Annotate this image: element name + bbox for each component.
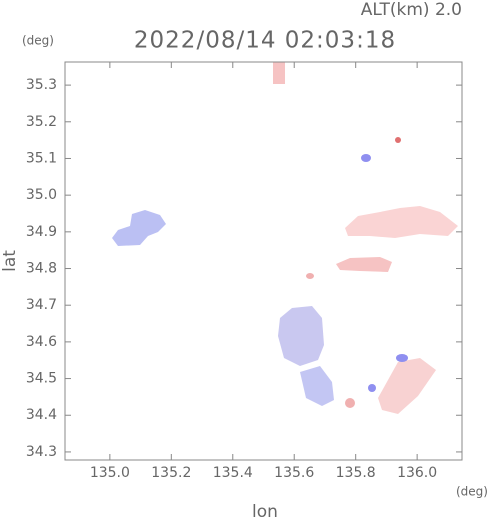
y-tick-label: 34.8 (26, 261, 57, 277)
echo (396, 354, 408, 362)
y-tick-label: 34.3 (26, 444, 57, 460)
y-tick-label: 35.1 (26, 150, 57, 166)
echo (336, 257, 392, 272)
y-tick-label: 35.3 (26, 77, 57, 93)
x-unit: (deg) (456, 485, 488, 499)
echo (395, 137, 401, 143)
plot-frame (64, 61, 463, 461)
echo (378, 358, 436, 414)
chart-title: 2022/08/14 02:03:18 (134, 28, 396, 54)
y-tick-label: 35.0 (26, 187, 57, 203)
echo (361, 154, 371, 162)
y-tick-label: 34.9 (26, 224, 57, 240)
x-tick-label: 136.0 (397, 465, 437, 481)
x-tick-label: 135.4 (213, 465, 253, 481)
y-tick-label: 34.4 (26, 407, 57, 423)
y-axis-label: lat (0, 250, 20, 272)
echoes (112, 62, 458, 414)
y-tick-label: 35.2 (26, 114, 57, 130)
x-tick-label: 135.0 (90, 465, 130, 481)
echo (278, 306, 324, 366)
x-tick-label: 135.6 (274, 465, 314, 481)
echo (273, 62, 285, 84)
y-tick-label: 34.6 (26, 334, 57, 350)
y-tick-label: 34.5 (26, 371, 57, 387)
echo (345, 398, 355, 408)
echo (345, 206, 458, 238)
echo (368, 384, 376, 392)
y-unit: (deg) (22, 34, 54, 48)
echo (300, 366, 334, 406)
echo (112, 210, 166, 246)
x-tick-label: 135.2 (151, 465, 191, 481)
echo (306, 273, 314, 279)
y-tick-label: 34.7 (26, 297, 57, 313)
x-axis-label: lon (252, 502, 278, 521)
x-tick-label: 135.8 (336, 465, 376, 481)
altitude-label: ALT(km) 2.0 (361, 0, 462, 20)
